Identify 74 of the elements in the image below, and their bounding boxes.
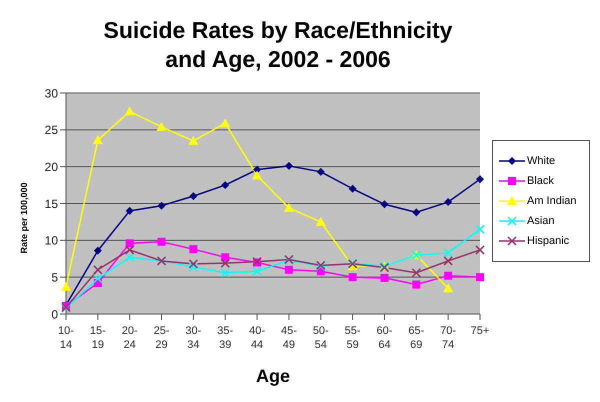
point [94,246,102,255]
point [284,266,293,274]
point [158,202,166,210]
point [443,283,454,292]
point [412,208,420,216]
point [380,200,388,208]
x-tick-label: 70-74 [440,325,456,351]
x-tick-label: 30-34 [185,325,202,351]
y-tick-label: 0 [51,307,58,322]
y-tick-label: 15 [44,196,58,211]
x-tick-label: 60-64 [376,325,393,351]
y-tick-label: 5 [51,270,58,284]
x-tick-label: 75+ [470,325,490,337]
y-tick-label: 10 [44,234,58,248]
point [380,274,388,282]
point [158,238,166,246]
point [126,239,134,248]
point [220,268,230,278]
point [475,224,485,234]
point [188,259,198,269]
point [221,181,230,190]
point [412,280,420,289]
point [316,168,325,176]
point [444,198,452,206]
point [189,245,198,254]
point [188,136,198,145]
point [252,266,262,276]
point [284,162,293,170]
legend-label: Asian [527,215,555,227]
point [93,265,103,275]
x-tick-label: 55-59 [344,325,361,351]
point [124,245,134,255]
x-tick-label: 25-29 [154,325,170,351]
point [92,135,103,144]
chart-title: Suicide Rates by Race/Ethnicity and Age, 2002 - 2006 [102,16,454,74]
point [189,192,198,200]
x-tick-label: 40-44 [249,325,266,351]
point [188,262,198,272]
y-axis-title: Rate per 100,000 [19,182,30,254]
x-tick-label: 35-39 [217,325,234,351]
y-tick-label: 25 [44,123,58,138]
x-tick-label: 65-69 [408,325,425,351]
point [284,202,294,212]
x-tick-label: 15-19 [90,325,106,351]
point [124,252,134,262]
point [220,258,230,268]
point [443,248,453,258]
point [316,216,326,226]
x-tick-label: 45-49 [280,325,298,351]
x-tick-label: 10-14 [58,325,74,351]
point [252,170,262,180]
legend-label: White [527,155,556,167]
point [93,274,103,284]
point [348,184,357,193]
point [475,245,485,255]
point [126,206,134,215]
point [156,122,167,131]
y-tick-label: 30 [44,86,58,100]
point [220,118,230,128]
point [348,273,357,282]
point [476,175,484,184]
point [124,106,135,116]
y-tick-label: 20 [44,160,58,174]
point [443,256,453,266]
point [476,273,484,282]
x-tick-label: 50-54 [312,325,330,351]
legend-label: Black [527,175,554,187]
x-tick-label: 20-24 [122,325,138,351]
x-axis-title: Age [256,366,290,386]
legend-label: Hispanic [527,235,570,247]
point [61,282,71,291]
point [444,272,452,280]
point [412,268,422,278]
legend-label: Am Indian [527,195,577,207]
